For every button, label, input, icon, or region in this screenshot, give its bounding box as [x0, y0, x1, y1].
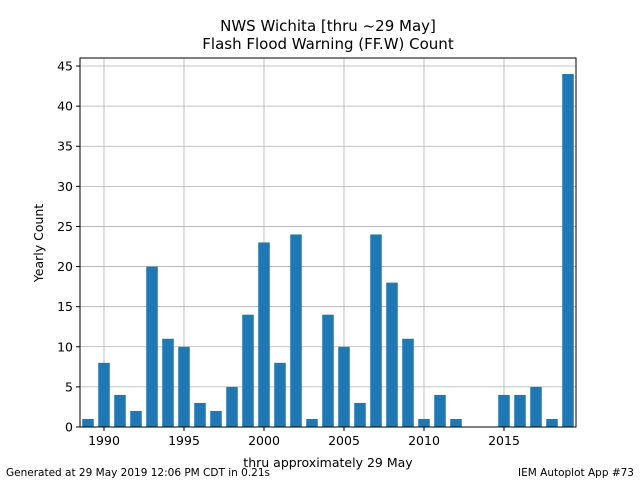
bar-2004 [322, 314, 334, 427]
x-tick-label: 2000 [248, 433, 280, 448]
y-tick-label: 40 [57, 99, 73, 114]
plot-frame [79, 57, 577, 428]
bar-2002 [290, 234, 302, 427]
bar-2018 [546, 418, 558, 427]
y-axis-label: Yearly Count [31, 204, 46, 284]
x-axis-label: thru approximately 29 May [243, 455, 413, 470]
axis-ticks: 0 5 10 15 20 25 30 35 40 45 1990 1995 2000 2005 2010 20… [57, 59, 520, 448]
x-tick-label: 1995 [168, 433, 200, 448]
bar-1990 [98, 362, 110, 427]
bar-1996 [194, 402, 206, 427]
bar-1994 [162, 338, 174, 427]
bar-1999 [242, 314, 254, 427]
footer-app: IEM Autoplot App #73 [518, 467, 634, 479]
bar-2012 [450, 418, 462, 427]
bar-2010 [418, 418, 430, 427]
chart-title-line1: NWS Wichita [thru ~29 May] [220, 17, 436, 35]
footer-generated: Generated at 29 May 2019 12:06 PM CDT in… [6, 467, 270, 479]
y-tick-label: 5 [65, 379, 73, 394]
bar-2008 [386, 282, 398, 427]
bar-2015 [498, 394, 510, 427]
y-tick-label: 15 [57, 299, 73, 314]
bar-2000 [258, 242, 270, 427]
y-tick-label: 30 [57, 179, 73, 194]
bar-2009 [402, 338, 414, 427]
bar-2005 [338, 346, 350, 427]
bar-2007 [370, 234, 382, 427]
bar-2001 [274, 362, 286, 427]
y-tick-label: 20 [57, 259, 73, 274]
bar-2016 [514, 394, 526, 427]
bar-2006 [354, 402, 366, 427]
y-tick-label: 10 [57, 339, 73, 354]
bar-1991 [114, 394, 126, 427]
bar-1989 [82, 418, 94, 427]
bar-1993 [146, 266, 158, 427]
y-tick-label: 0 [65, 420, 73, 435]
x-tick-label: 2005 [328, 433, 360, 448]
bar-1995 [178, 346, 190, 427]
bar-1997 [210, 410, 222, 427]
y-tick-label: 25 [57, 219, 73, 234]
y-tick-label: 45 [57, 59, 73, 74]
bar-2011 [434, 394, 446, 427]
bar-2017 [530, 386, 542, 427]
bar-2003 [306, 418, 318, 427]
chart-title-line2: Flash Flood Warning (FF.W) Count [202, 35, 454, 53]
bar-series [82, 74, 574, 427]
x-tick-label: 2015 [488, 433, 520, 448]
bar-1998 [226, 386, 238, 427]
bar-2019 [562, 74, 574, 427]
bar-1992 [130, 410, 142, 427]
x-tick-label: 1990 [88, 433, 120, 448]
x-tick-label: 2010 [408, 433, 440, 448]
y-tick-label: 35 [57, 139, 73, 154]
